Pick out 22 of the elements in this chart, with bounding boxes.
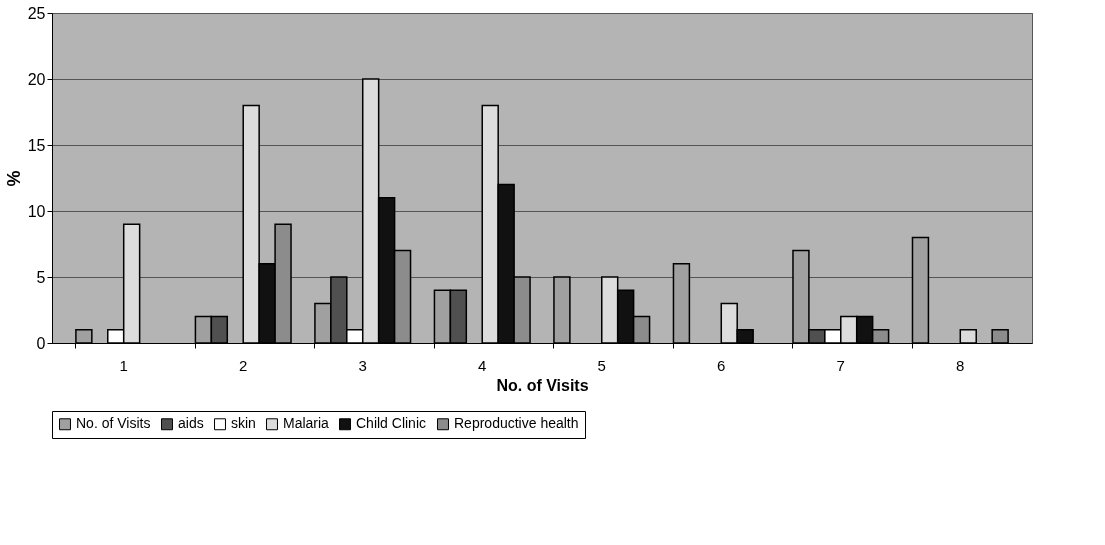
y-tick-label: 5 bbox=[36, 268, 46, 286]
y-tick-label: 20 bbox=[27, 70, 46, 88]
legend-label: Malaria bbox=[283, 415, 330, 432]
legend-label: skin bbox=[231, 415, 256, 432]
x-axis-title: No. of Visits bbox=[496, 376, 589, 394]
legend-label: Reproductive health bbox=[454, 415, 579, 432]
x-tick-label: 1 bbox=[119, 356, 128, 374]
legend-label: aids bbox=[178, 415, 204, 432]
x-tick-label: 4 bbox=[478, 356, 487, 374]
x-tick-label: 6 bbox=[717, 356, 726, 374]
y-tick-label: 0 bbox=[36, 334, 46, 352]
y-tick-label: 15 bbox=[27, 136, 46, 154]
x-tick-label: 2 bbox=[239, 356, 248, 374]
legend-label: No. of Visits bbox=[76, 415, 151, 432]
legend-label: Child Clinic bbox=[356, 415, 427, 432]
x-tick-label: 8 bbox=[956, 356, 965, 374]
y-tick-label: 10 bbox=[27, 202, 46, 220]
y-tick-label: 25 bbox=[27, 4, 46, 22]
x-tick-label: 3 bbox=[358, 356, 367, 374]
y-axis-title: % bbox=[3, 170, 24, 187]
x-tick-label: 5 bbox=[597, 356, 606, 374]
x-tick-label: 7 bbox=[836, 356, 845, 374]
